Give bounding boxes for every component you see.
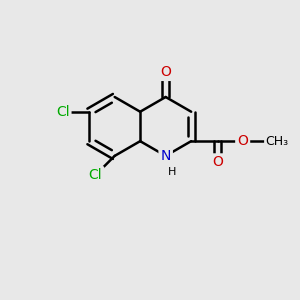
Text: O: O [237,134,248,148]
Text: N: N [160,149,171,163]
Text: Cl: Cl [56,105,70,119]
Text: O: O [212,155,223,170]
Text: CH₃: CH₃ [266,135,289,148]
Text: Cl: Cl [89,168,102,182]
Text: O: O [160,65,171,79]
Text: H: H [168,167,176,177]
